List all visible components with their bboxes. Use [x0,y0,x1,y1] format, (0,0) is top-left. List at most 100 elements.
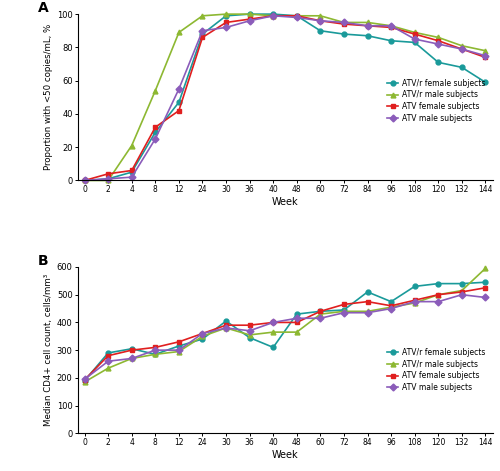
ATV/r male subjects [482,48,488,54]
ATV female subjects [412,297,418,303]
ATV/r male subjects [105,365,111,371]
ATV/r female subjects [200,31,205,37]
X-axis label: Week: Week [272,197,298,207]
ATV female subjects [82,377,87,382]
Line: ATV female subjects: ATV female subjects [82,13,488,183]
Line: ATV/r male subjects: ATV/r male subjects [82,266,488,384]
Legend: ATV/r female subjects, ATV/r male subjects, ATV female subjects, ATV male subjec: ATV/r female subjects, ATV/r male subjec… [384,345,488,395]
ATV/r male subjects [270,329,276,335]
ATV/r female subjects [412,284,418,289]
ATV male subjects [341,20,347,25]
ATV male subjects [246,328,252,333]
ATV female subjects [364,23,370,29]
ATV/r female subjects [436,59,442,65]
ATV/r female subjects [176,99,182,105]
ATV female subjects [318,309,324,314]
ATV male subjects [341,310,347,316]
ATV female subjects [482,55,488,60]
ATV/r female subjects [246,11,252,17]
ATV/r female subjects [152,351,158,357]
Line: ATV male subjects: ATV male subjects [82,292,488,382]
ATV/r male subjects [318,311,324,317]
ATV male subjects [364,23,370,29]
ATV female subjects [318,18,324,24]
Text: A: A [38,1,49,15]
ATV/r female subjects [341,31,347,37]
ATV female subjects [436,38,442,44]
ATV male subjects [388,306,394,311]
ATV female subjects [128,168,134,173]
Line: ATV/r male subjects: ATV/r male subjects [82,12,488,183]
ATV/r male subjects [388,23,394,29]
ATV/r female subjects [105,350,111,356]
ATV/r male subjects [459,43,465,49]
ATV male subjects [294,316,300,321]
ATV male subjects [294,15,300,20]
ATV male subjects [82,178,87,183]
ATV/r male subjects [318,13,324,19]
ATV/r female subjects [105,176,111,182]
X-axis label: Week: Week [272,450,298,460]
ATV male subjects [318,18,324,24]
ATV/r male subjects [412,30,418,35]
ATV/r male subjects [105,178,111,183]
ATV male subjects [459,292,465,298]
ATV female subjects [459,289,465,295]
Line: ATV male subjects: ATV male subjects [82,13,488,183]
ATV/r female subjects [223,13,229,19]
ATV/r male subjects [200,13,205,19]
ATV female subjects [436,292,442,298]
ATV/r female subjects [459,281,465,286]
ATV/r male subjects [294,329,300,335]
ATV/r male subjects [436,34,442,40]
ATV male subjects [200,28,205,33]
ATV male subjects [223,24,229,30]
ATV female subjects [364,299,370,304]
Legend: ATV/r female subjects, ATV/r male subjects, ATV female subjects, ATV male subjec: ATV/r female subjects, ATV/r male subjec… [384,75,488,126]
ATV/r female subjects [436,281,442,286]
ATV male subjects [364,310,370,316]
ATV/r male subjects [364,309,370,314]
ATV male subjects [105,358,111,364]
ATV female subjects [82,178,87,183]
ATV male subjects [388,23,394,29]
Line: ATV/r female subjects: ATV/r female subjects [82,12,488,183]
ATV/r female subjects [364,289,370,295]
ATV male subjects [482,295,488,300]
ATV/r male subjects [128,143,134,148]
ATV/r male subjects [82,178,87,183]
ATV/r female subjects [412,40,418,45]
ATV/r female subjects [388,38,394,44]
ATV female subjects [223,322,229,328]
ATV/r female subjects [82,178,87,183]
ATV/r male subjects [436,292,442,298]
ATV male subjects [318,316,324,321]
ATV/r female subjects [341,307,347,313]
ATV/r female subjects [82,378,87,383]
ATV/r female subjects [152,130,158,135]
ATV male subjects [436,299,442,304]
ATV/r male subjects [459,288,465,293]
ATV female subjects [105,353,111,358]
ATV female subjects [388,303,394,309]
ATV female subjects [294,13,300,19]
ATV male subjects [246,18,252,24]
ATV/r female subjects [246,335,252,341]
ATV male subjects [152,347,158,353]
ATV/r female subjects [482,279,488,285]
ATV female subjects [341,21,347,27]
ATV male subjects [82,376,87,382]
ATV/r female subjects [200,336,205,342]
ATV/r male subjects [341,20,347,25]
ATV/r male subjects [223,11,229,17]
ATV female subjects [270,13,276,19]
ATV/r female subjects [294,13,300,19]
ATV/r male subjects [176,349,182,354]
ATV female subjects [223,20,229,25]
ATV/r male subjects [200,333,205,339]
Line: ATV female subjects: ATV female subjects [82,285,488,382]
ATV/r male subjects [412,300,418,306]
ATV female subjects [294,320,300,325]
ATV/r male subjects [176,30,182,35]
ATV male subjects [436,41,442,47]
